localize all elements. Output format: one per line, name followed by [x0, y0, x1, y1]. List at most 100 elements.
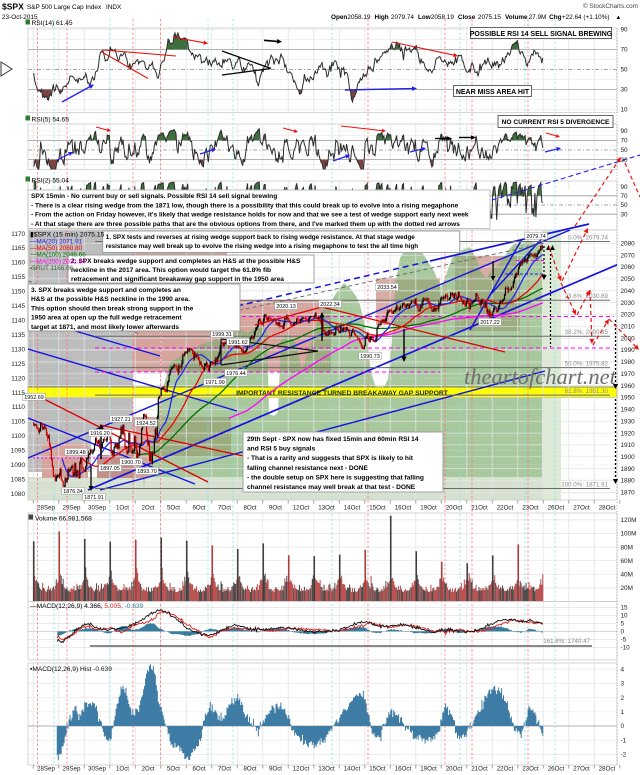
svg-text:1: 1 [621, 709, 625, 716]
svg-text:1870: 1870 [621, 490, 636, 497]
svg-text:-2: -2 [621, 752, 627, 759]
svg-text:—MA(200) 2031.94: —MA(200) 2031.94 [30, 258, 86, 265]
svg-text:1990: 1990 [621, 347, 636, 354]
svg-text:1170: 1170 [11, 231, 25, 238]
svg-text:Volume: Volume [505, 14, 528, 21]
svg-text:-1: -1 [621, 737, 627, 744]
svg-text:1080: 1080 [11, 491, 26, 498]
svg-text:2000: 2000 [621, 335, 636, 342]
svg-text:1950 area at open up the full: 1950 area at open up the full wedge retr… [31, 315, 182, 322]
svg-text:1160: 1160 [11, 260, 25, 267]
svg-text:neckline in the 2017 area. Thi: neckline in the 2017 area. This option w… [71, 267, 271, 274]
svg-text:IMPORTANT RESISTANCE TURNED BR: IMPORTANT RESISTANCE TURNED BREAKAWAY GA… [236, 390, 449, 397]
svg-text:50: 50 [621, 147, 629, 154]
svg-text:4: 4 [621, 666, 625, 673]
svg-text:2079.74: 2079.74 [526, 234, 546, 240]
svg-text:9Oct: 9Oct [269, 505, 282, 512]
svg-text:12Oct: 12Oct [293, 505, 310, 512]
svg-text:100.0%: 1871.91: 100.0%: 1871.91 [561, 482, 608, 489]
svg-text:80M: 80M [621, 544, 633, 551]
svg-text:Close: Close [458, 14, 476, 21]
svg-text:1971.99: 1971.99 [205, 380, 225, 386]
svg-text:15: 15 [621, 605, 629, 612]
svg-text:70: 70 [621, 138, 629, 145]
svg-text:12Oct: 12Oct [293, 766, 310, 773]
svg-text:Volume 66,981,568: Volume 66,981,568 [35, 515, 92, 522]
svg-text:- the double setup on SPX here: - the double setup on SPX here is sugges… [247, 474, 424, 481]
svg-text:SPX 15min - No current buy or: SPX 15min - No current buy or sell signa… [31, 193, 277, 200]
svg-text:1090: 1090 [11, 462, 26, 469]
svg-text:6Oct: 6Oct [192, 505, 205, 512]
svg-text:1085: 1085 [11, 476, 26, 483]
svg-text:1940: 1940 [621, 407, 636, 414]
svg-text:20Oct: 20Oct [446, 766, 463, 773]
svg-text:15Oct: 15Oct [369, 766, 386, 773]
svg-text:1920: 1920 [621, 430, 636, 437]
svg-text:22Oct: 22Oct [497, 766, 514, 773]
svg-text:2020: 2020 [621, 312, 636, 319]
svg-text:▪MACD(12,26,9) Hist -0.639: ▪MACD(12,26,9) Hist -0.639 [30, 666, 112, 673]
svg-text:14Oct: 14Oct [344, 505, 361, 512]
svg-text:7Oct: 7Oct [218, 505, 231, 512]
svg-text:30Sep: 30Sep [88, 766, 106, 773]
svg-text:$SPX: $SPX [2, 2, 24, 12]
svg-text:23Oct: 23Oct [522, 505, 539, 512]
svg-text:8Oct: 8Oct [243, 766, 256, 773]
svg-text:9Oct: 9Oct [269, 766, 282, 773]
svg-text:1927.21: 1927.21 [111, 417, 131, 423]
svg-text:2: 2 [621, 695, 625, 702]
svg-text:- There is a clear rising wedg: - There is a clear rising wedge from the… [31, 202, 459, 209]
svg-text:5Oct: 5Oct [167, 505, 180, 512]
svg-text:INDX: INDX [106, 4, 122, 11]
svg-text:2017.22: 2017.22 [480, 320, 500, 326]
svg-text:H&S at the possible H&S neckli: H&S at the possible H&S neckline in the … [31, 296, 190, 303]
svg-text:1130: 1130 [11, 346, 25, 353]
svg-text:1999.31: 1999.31 [212, 332, 232, 338]
svg-text:30Sep: 30Sep [88, 505, 106, 512]
svg-text:61.8%: 1951.30: 61.8%: 1951.30 [565, 388, 609, 395]
svg-text:1. SPX tests and reverses at r: 1. SPX tests and reverses at rising wedg… [106, 234, 416, 241]
svg-text:26Oct: 26Oct [548, 505, 565, 512]
svg-text:2. SPX breaks wedge support an: 2. SPX breaks wedge support and complete… [71, 258, 301, 265]
svg-text:1893.70: 1893.70 [137, 469, 157, 475]
svg-text:1140: 1140 [11, 318, 25, 325]
svg-text:1991.62: 1991.62 [228, 340, 248, 346]
svg-text:2060: 2060 [621, 264, 636, 271]
svg-text:10: 10 [621, 613, 629, 620]
svg-text:-5: -5 [621, 637, 627, 644]
svg-text:3. SPX breaks wedge support an: 3. SPX breaks wedge support and complete… [31, 287, 181, 294]
svg-text:27Oct: 27Oct [573, 505, 590, 512]
svg-text:2080: 2080 [621, 241, 636, 248]
svg-text:2010: 2010 [621, 324, 636, 331]
svg-text:-10: -10 [621, 645, 631, 652]
svg-text:90: 90 [621, 128, 629, 135]
svg-text:6Oct: 6Oct [192, 766, 205, 773]
svg-text:20M: 20M [621, 585, 633, 592]
svg-text:28Oct: 28Oct [599, 505, 616, 512]
svg-text:S&P 500 Large Cap Index: S&P 500 Large Cap Index [27, 4, 102, 11]
svg-text:1150: 1150 [11, 289, 25, 296]
svg-text:and RSI 5 buy signals: and RSI 5 buy signals [247, 446, 315, 453]
svg-text:RSI(14) 61.45: RSI(14) 61.45 [32, 20, 73, 27]
svg-text:NEAR MISS AREA HIT: NEAR MISS AREA HIT [456, 89, 530, 96]
svg-text:2030: 2030 [621, 300, 636, 307]
svg-text:1900: 1900 [621, 454, 636, 461]
svg-text:50: 50 [621, 202, 629, 209]
svg-text:50.0%: 1975.82: 50.0%: 1975.82 [565, 361, 609, 368]
svg-text:1115: 1115 [12, 390, 26, 397]
svg-text:1960: 1960 [621, 383, 636, 390]
svg-text:29Sep: 29Sep [63, 766, 81, 773]
svg-text:1871.91: 1871.91 [84, 495, 104, 501]
svg-text:23.6%: 2030.69: 23.6%: 2030.69 [565, 293, 609, 300]
svg-text:1990.73: 1990.73 [360, 354, 380, 360]
svg-text:90: 90 [621, 184, 629, 191]
svg-text:28Oct: 28Oct [599, 766, 616, 773]
svg-text:Low: Low [418, 14, 431, 21]
svg-text:1910: 1910 [621, 442, 636, 449]
svg-text:28Sep: 28Sep [37, 505, 55, 512]
svg-text:theartofchart.net: theartofchart.net [464, 364, 617, 389]
svg-text:1100: 1100 [11, 433, 25, 440]
svg-text:1Oct: 1Oct [116, 766, 129, 773]
svg-text:28Sep: 28Sep [37, 766, 55, 773]
svg-text:2058.19: 2058.19 [431, 14, 455, 21]
